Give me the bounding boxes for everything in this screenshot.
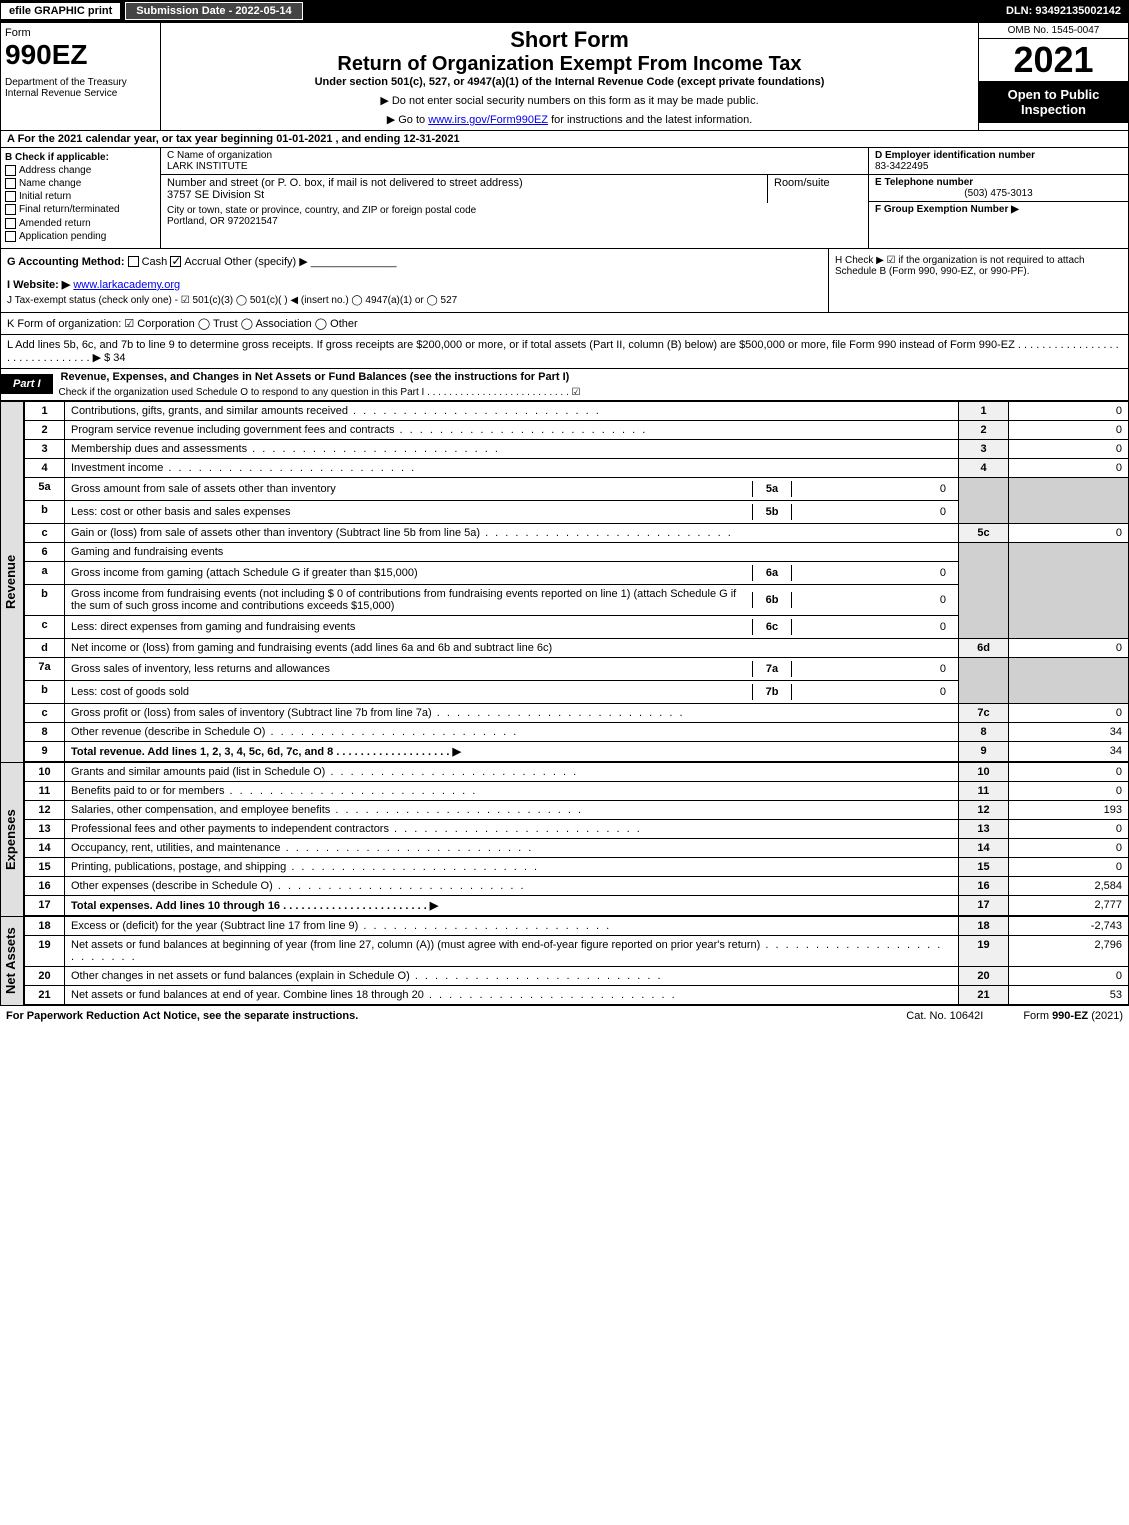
dept: Department of the Treasury Internal Reve… [5,77,156,99]
org-name: LARK INSTITUTE [167,161,248,172]
header-left: Form 990EZ Department of the Treasury In… [1,23,161,130]
tel-label: E Telephone number [875,177,973,188]
line-3: 3Membership dues and assessments30 [25,439,1129,458]
cb-application-pending[interactable]: Application pending [5,231,156,242]
part1-title: Revenue, Expenses, and Changes in Net As… [53,369,1128,385]
row-bcd: B Check if applicable: Address change Na… [0,148,1129,249]
line-7a: 7aGross sales of inventory, less returns… [25,657,1129,680]
ein-label: D Employer identification number [875,150,1035,161]
irs-link[interactable]: www.irs.gov/Form990EZ [428,114,548,126]
efile-print-button[interactable]: efile GRAPHIC print [0,2,121,20]
part1-header: Part I Revenue, Expenses, and Changes in… [0,369,1129,401]
col-b-header: B Check if applicable: [5,152,109,163]
line-12: 12Salaries, other compensation, and empl… [25,800,1129,819]
line-6: 6Gaming and fundraising events [25,542,1129,561]
dln: DLN: 93492135002142 [1006,5,1129,17]
under-section: Under section 501(c), 527, or 4947(a)(1)… [165,76,974,88]
paperwork-notice: For Paperwork Reduction Act Notice, see … [6,1010,358,1022]
line-11: 11Benefits paid to or for members110 [25,781,1129,800]
net-assets-sidebar: Net Assets [0,916,24,1005]
line-18: 18Excess or (deficit) for the year (Subt… [25,916,1129,935]
line-10: 10Grants and similar amounts paid (list … [25,762,1129,781]
ssn-note: ▶ Do not enter social security numbers o… [165,94,974,107]
open-public: Open to Public Inspection [979,81,1128,123]
row-gh: G Accounting Method: Cash Accrual Other … [0,249,1129,313]
page-footer: For Paperwork Reduction Act Notice, see … [0,1005,1129,1026]
line-6d: dNet income or (loss) from gaming and fu… [25,638,1129,657]
expenses-section: Expenses 10Grants and similar amounts pa… [0,762,1129,916]
city: Portland, OR 972021547 [167,216,278,227]
cb-accrual[interactable] [170,256,181,267]
line-20: 20Other changes in net assets or fund ba… [25,966,1129,985]
col-c-org: C Name of organization LARK INSTITUTE Nu… [161,148,868,248]
header-right: OMB No. 1545-0047 2021 Open to Public In… [978,23,1128,130]
cb-address-change[interactable]: Address change [5,165,156,176]
col-d-ids: D Employer identification number 83-3422… [868,148,1128,248]
i-label: I Website: ▶ [7,279,70,291]
line-2: 2Program service revenue including gover… [25,420,1129,439]
line-21: 21Net assets or fund balances at end of … [25,985,1129,1004]
col-b-checkboxes: B Check if applicable: Address change Na… [1,148,161,248]
omb-number: OMB No. 1545-0047 [979,23,1128,39]
cb-cash[interactable] [128,256,139,267]
j-tax-exempt: J Tax-exempt status (check only one) - ☑… [7,295,822,306]
city-label: City or town, state or province, country… [167,205,476,216]
revenue-sidebar: Revenue [0,401,24,762]
room-suite: Room/suite [768,175,868,203]
expenses-table: 10Grants and similar amounts paid (list … [24,762,1129,916]
line-8: 8Other revenue (describe in Schedule O)8… [25,722,1129,741]
net-assets-section: Net Assets 18Excess or (deficit) for the… [0,916,1129,1005]
street: 3757 SE Division St [167,189,264,201]
form-number: 990EZ [5,39,156,71]
submission-date: Submission Date - 2022-05-14 [125,2,302,20]
line-13: 13Professional fees and other payments t… [25,819,1129,838]
form-word: Form [5,27,156,39]
street-label: Number and street (or P. O. box, if mail… [167,177,523,189]
line-17: 17Total expenses. Add lines 10 through 1… [25,895,1129,915]
cb-name-change[interactable]: Name change [5,178,156,189]
cb-initial-return[interactable]: Initial return [5,191,156,202]
telephone: (503) 475-3013 [875,188,1122,199]
line-5c: cGain or (loss) from sale of assets othe… [25,523,1129,542]
line-14: 14Occupancy, rent, utilities, and mainte… [25,838,1129,857]
line-5a: 5aGross amount from sale of assets other… [25,477,1129,500]
form-ref: Form 990-EZ (2021) [1023,1010,1123,1022]
header-mid: Short Form Return of Organization Exempt… [161,23,978,130]
form-header: Form 990EZ Department of the Treasury In… [0,22,1129,131]
tax-year: 2021 [979,39,1128,81]
line-7c: cGross profit or (loss) from sales of in… [25,703,1129,722]
net-assets-table: 18Excess or (deficit) for the year (Subt… [24,916,1129,1005]
part1-check: Check if the organization used Schedule … [53,385,1128,400]
line-16: 16Other expenses (describe in Schedule O… [25,876,1129,895]
line-15: 15Printing, publications, postage, and s… [25,857,1129,876]
revenue-section: Revenue 1Contributions, gifts, grants, a… [0,401,1129,762]
cb-final-return[interactable]: Final return/terminated [5,204,156,215]
website-link[interactable]: www.larkacademy.org [73,279,180,291]
line-19: 19Net assets or fund balances at beginni… [25,935,1129,966]
goto-note: ▶ Go to www.irs.gov/Form990EZ for instru… [165,113,974,126]
short-form-title: Short Form [165,27,974,53]
other-specify: Other (specify) ▶ [224,256,308,268]
part1-tab: Part I [1,374,53,394]
line-4: 4Investment income40 [25,458,1129,477]
cat-no: Cat. No. 10642I [906,1010,983,1022]
name-label: C Name of organization [167,150,272,161]
main-title: Return of Organization Exempt From Incom… [165,53,974,76]
cb-amended-return[interactable]: Amended return [5,218,156,229]
ein: 83-3422495 [875,161,928,172]
revenue-table: 1Contributions, gifts, grants, and simil… [24,401,1129,762]
row-l: L Add lines 5b, 6c, and 7b to line 9 to … [0,335,1129,369]
row-h: H Check ▶ ☑ if the organization is not r… [828,249,1128,312]
row-a-tax-year: A For the 2021 calendar year, or tax yea… [0,131,1129,148]
group-exemption-label: F Group Exemption Number ▶ [875,204,1019,215]
row-a-text: A For the 2021 calendar year, or tax yea… [7,133,460,145]
expenses-sidebar: Expenses [0,762,24,916]
g-label: G Accounting Method: [7,256,125,268]
line-9: 9Total revenue. Add lines 1, 2, 3, 4, 5c… [25,741,1129,761]
line-1: 1Contributions, gifts, grants, and simil… [25,401,1129,420]
top-bar: efile GRAPHIC print Submission Date - 20… [0,0,1129,22]
row-g-left: G Accounting Method: Cash Accrual Other … [1,249,828,312]
row-k: K Form of organization: ☑ Corporation ◯ … [0,313,1129,335]
